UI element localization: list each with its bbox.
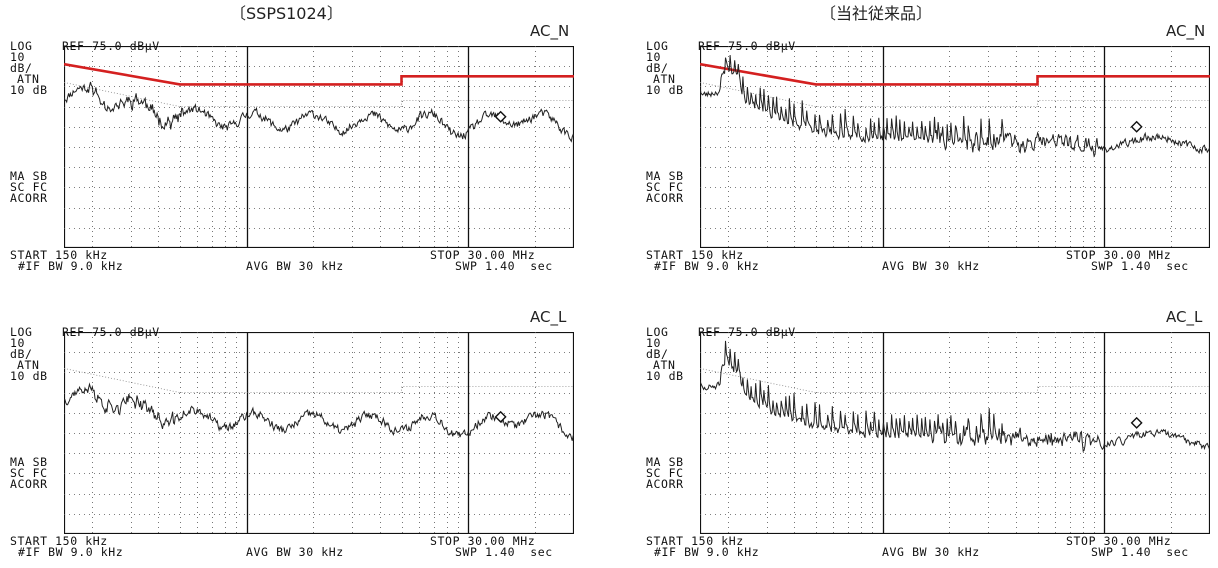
scale-value-label: 10 [10, 50, 26, 64]
screen-log-label: LOG [10, 39, 33, 53]
ma-sb-label: MA SB [10, 455, 48, 469]
column-title-left: 〔SSPS1024〕 [230, 4, 343, 23]
atn-value-label: 10 dB [646, 83, 684, 97]
atn-label: ATN [17, 72, 40, 86]
panel-legacy-ac-n: AC_N LOG REF 75.0 dBμV 10 dB/ATN 10 dB MA SB SC… [646, 22, 1218, 282]
plot-frame [700, 332, 1210, 534]
trace-name: AC_N [1166, 22, 1206, 40]
stop-freq-label: STOP 30.00 MHz [1066, 248, 1172, 262]
acorr-label: ACORR [646, 191, 684, 205]
start-freq-label: START 150 kHz [10, 534, 108, 548]
scale-unit-label: dB/ [646, 347, 669, 361]
atn-label: ATN [653, 358, 676, 372]
marker-diamond [494, 410, 507, 423]
trace-name: AC_L [530, 308, 567, 326]
screen-log-label: LOG [10, 325, 33, 339]
panel-legacy-ac-l: AC_L LOG REF 75.0 dBμV 10 dB/ATN 10 dB MA SB SC… [646, 308, 1218, 568]
avg-bw-label: AVG BW 30 kHz [882, 259, 980, 273]
start-freq-label: START 150 kHz [646, 248, 744, 262]
avg-bw-label: AVG BW 30 kHz [246, 545, 344, 559]
spectrum-svg [700, 46, 1210, 248]
spectrum-plot [700, 46, 1210, 248]
emission-trace [700, 340, 1210, 453]
start-freq-label: START 150 kHz [10, 248, 108, 262]
atn-value-label: 10 dB [646, 369, 684, 383]
spectrum-svg [64, 46, 574, 248]
emission-trace [64, 382, 574, 441]
screen-log-label: LOG [646, 39, 669, 53]
start-freq-label: START 150 kHz [646, 534, 744, 548]
acorr-label: ACORR [10, 191, 48, 205]
stop-freq-label: STOP 30.00 MHz [430, 534, 536, 548]
ma-sb-label: MA SB [646, 169, 684, 183]
acorr-label: ACORR [646, 477, 684, 491]
atn-value-label: 10 dB [10, 369, 48, 383]
avg-bw-label: AVG BW 30 kHz [246, 259, 344, 273]
ma-sb-label: MA SB [10, 169, 48, 183]
marker-diamond [1130, 120, 1143, 133]
panel-ssps1024-ac-l: AC_L LOG REF 75.0 dBμV 10 dB/ATN 10 dB MA SB SC… [10, 308, 610, 568]
scale-unit-label: dB/ [10, 347, 33, 361]
trace-name: AC_N [530, 22, 570, 40]
average-limit-line [64, 368, 574, 393]
stop-freq-label: STOP 30.00 MHz [1066, 534, 1172, 548]
plot-frame [64, 332, 574, 534]
sc-fc-label: SC FC [10, 180, 48, 194]
scale-value-label: 10 [646, 336, 662, 350]
spectrum-plot [64, 46, 574, 248]
sweep-time-label: SWP 1.40 sec [455, 259, 553, 273]
spectrum-svg [700, 332, 1210, 534]
if-bw-label: #IF BW 9.0 kHz [654, 545, 760, 559]
if-bw-label: #IF BW 9.0 kHz [654, 259, 760, 273]
plot-frame [64, 46, 574, 248]
acorr-label: ACORR [10, 477, 48, 491]
ma-sb-label: MA SB [646, 455, 684, 469]
if-bw-label: #IF BW 9.0 kHz [18, 259, 124, 273]
sweep-time-label: SWP 1.40 sec [1091, 259, 1189, 273]
limit-line [700, 62, 1210, 86]
plot-frame [700, 46, 1210, 248]
marker-diamond [1130, 416, 1143, 429]
emission-trace [64, 81, 574, 143]
average-limit-line [700, 368, 1210, 393]
marker-diamond [494, 110, 507, 123]
column-title-right: 〔当社従来品〕 [820, 4, 933, 23]
scale-value-label: 10 [10, 336, 26, 350]
avg-bw-label: AVG BW 30 kHz [882, 545, 980, 559]
stop-freq-label: STOP 30.00 MHz [430, 248, 536, 262]
atn-label: ATN [653, 72, 676, 86]
average-limit-line [64, 82, 574, 107]
screen-log-label: LOG [646, 325, 669, 339]
sc-fc-label: SC FC [10, 466, 48, 480]
spectrum-plot [64, 332, 574, 534]
if-bw-label: #IF BW 9.0 kHz [18, 545, 124, 559]
spectrum-svg [64, 332, 574, 534]
atn-label: ATN [17, 358, 40, 372]
spectrum-plot [700, 332, 1210, 534]
panel-ssps1024-ac-n: AC_N LOG REF 75.0 dBμV 10 dB/ATN 10 dB MA SB SC… [10, 22, 610, 282]
sc-fc-label: SC FC [646, 466, 684, 480]
trace-name: AC_L [1166, 308, 1203, 326]
scale-unit-label: dB/ [646, 61, 669, 75]
average-limit-line [700, 82, 1210, 107]
sweep-time-label: SWP 1.40 sec [1091, 545, 1189, 559]
atn-value-label: 10 dB [10, 83, 48, 97]
scale-value-label: 10 [646, 50, 662, 64]
emission-trace [700, 55, 1210, 158]
limit-line [64, 62, 574, 86]
sc-fc-label: SC FC [646, 180, 684, 194]
scale-unit-label: dB/ [10, 61, 33, 75]
sweep-time-label: SWP 1.40 sec [455, 545, 553, 559]
